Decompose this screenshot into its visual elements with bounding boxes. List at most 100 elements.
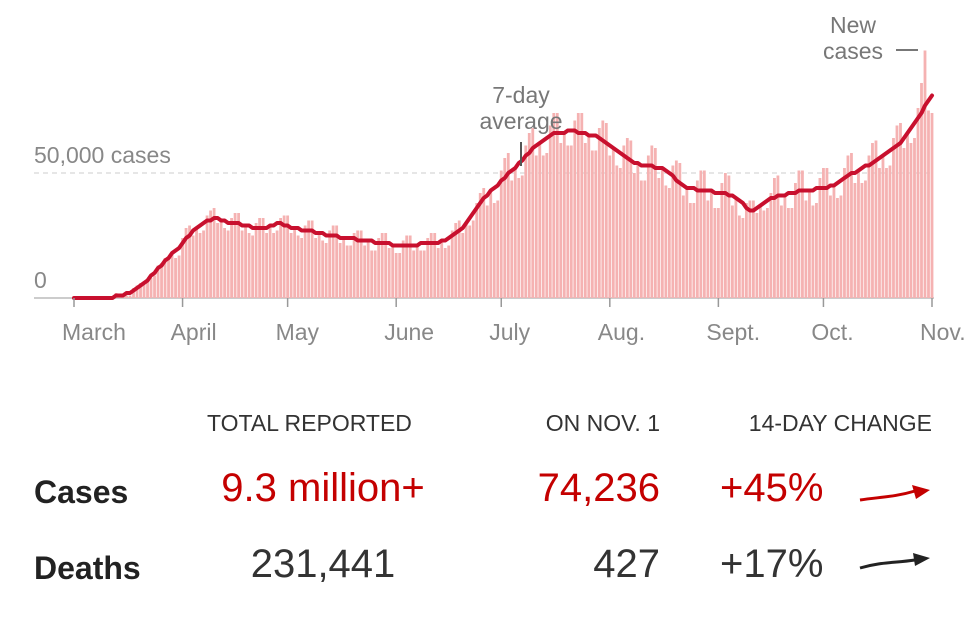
bar [191,235,195,298]
bar [321,240,325,298]
bar [923,50,927,298]
bar [632,173,636,298]
bar [209,210,212,298]
bar [314,238,318,298]
x-tick-label: Nov. [920,319,966,345]
bar [328,230,332,298]
bar [499,170,503,298]
bar [762,210,766,298]
x-tick-label: March [62,319,126,345]
bar [843,168,846,298]
bar [492,203,496,298]
bar [839,195,843,298]
bar [737,215,741,298]
bar [286,215,290,298]
bar [874,140,878,298]
sparkline [859,489,916,502]
bar [422,250,426,298]
bar [534,155,538,298]
bar [520,175,524,298]
bar [345,245,349,298]
bar [279,218,283,298]
bar [373,250,377,298]
bar [744,203,748,298]
bar [773,178,776,298]
bar [713,208,717,298]
bar [720,183,724,298]
bar [895,125,899,298]
bar [489,190,493,298]
bar [272,233,276,298]
bar [461,233,465,298]
bar [156,265,160,298]
bar [293,228,297,298]
bar [251,235,255,298]
bar [163,258,167,298]
bar [135,285,139,298]
bar [513,168,517,298]
row-label: Cases [34,474,129,510]
bar [450,230,454,298]
bar [436,248,440,298]
bar [541,155,545,298]
bar [643,180,647,298]
bar [412,250,416,298]
bar [801,170,804,298]
bar [482,188,486,298]
bar [198,233,202,298]
bar [671,165,675,298]
bar [878,168,881,298]
bar [815,203,818,298]
bar [573,120,577,298]
bar [692,203,696,298]
bar [268,225,272,298]
bar [748,200,752,298]
bar [233,213,237,298]
bar [734,198,738,298]
bar [597,128,601,298]
bar [527,133,531,298]
bar [699,170,703,298]
bar [212,208,216,298]
x-tick-label: July [489,319,530,345]
bar [780,205,783,298]
x-tick-label: April [171,319,217,345]
bar [464,223,468,298]
change-value: +17% [720,542,824,586]
bar [408,235,412,298]
bar [688,203,692,298]
bar [377,238,381,298]
bar [601,120,605,298]
bar [625,138,629,298]
bar [503,158,507,298]
bar [857,170,860,298]
bar [569,145,573,298]
bar [716,208,720,298]
bar [650,145,654,298]
bar [590,150,594,298]
bar [618,168,622,298]
bar [920,83,923,298]
bar [160,263,163,298]
bar [566,145,570,298]
bar [709,190,713,298]
bar [237,213,240,298]
bar [216,223,219,298]
total-value: 9.3 million+ [221,466,425,510]
bar [352,233,356,298]
bar [177,255,181,298]
bar [646,155,650,298]
bar [818,178,822,298]
bar [888,165,892,298]
bar [261,218,265,298]
bar [342,238,346,298]
bar [244,225,248,298]
bar [892,138,895,298]
bar [419,250,423,298]
bar [485,205,489,298]
bar [454,223,458,298]
bar [510,180,514,298]
bar [804,200,808,298]
bar [562,133,566,298]
